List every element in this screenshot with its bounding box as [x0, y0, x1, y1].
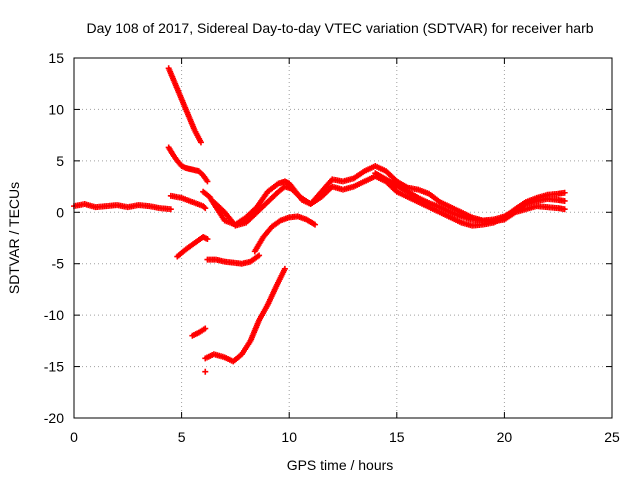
series-track-7 [372, 170, 568, 224]
series-outlier [202, 368, 209, 375]
data-point [202, 325, 209, 332]
y-tick-label: -5 [52, 256, 65, 272]
y-tick-label: -10 [44, 307, 64, 323]
series-track-2 [165, 144, 211, 185]
y-tick-label: 0 [56, 204, 64, 220]
x-tick-label: 0 [70, 429, 78, 445]
data-point [202, 205, 209, 212]
data-point [561, 197, 568, 204]
data-point [202, 368, 209, 375]
x-tick-label: 25 [604, 429, 620, 445]
x-tick-label: 5 [178, 429, 186, 445]
y-tick-label: -15 [44, 359, 64, 375]
series-track-4 [167, 192, 209, 212]
data-point [561, 206, 568, 213]
grid [74, 58, 612, 418]
series-track-8 [174, 233, 211, 260]
data-point [204, 236, 211, 243]
plot-frame [73, 57, 613, 419]
data-point [281, 265, 288, 272]
data-point [204, 178, 211, 185]
data-point [201, 204, 208, 211]
data-points [71, 65, 568, 375]
chart-title: Day 108 of 2017, Sidereal Day-to-day VTE… [86, 20, 593, 36]
data-point [312, 221, 319, 228]
data-point [197, 139, 204, 146]
y-tick-label: 5 [56, 153, 64, 169]
data-point [561, 189, 568, 196]
x-tick-label: 15 [389, 429, 405, 445]
series-track-5 [200, 163, 568, 228]
y-tick-label: 15 [48, 50, 64, 66]
ticks: 0 5 10 15 20 25 -20 -15 -10 -5 0 5 10 15 [44, 50, 620, 445]
data-point [256, 252, 263, 259]
y-tick-label: -20 [44, 410, 64, 426]
x-axis-label: GPS time / hours [287, 457, 394, 473]
y-axis-label: SDTVAR / TECUs [6, 182, 22, 294]
series-track-10 [251, 213, 319, 255]
series-track-3 [165, 65, 204, 146]
y-tick-label: 10 [48, 101, 64, 117]
data-point [167, 206, 174, 213]
series-track-1 [71, 201, 174, 213]
series-track-11 [189, 325, 209, 339]
series-track-12 [202, 265, 288, 365]
x-tick-label: 20 [497, 429, 513, 445]
x-tick-label: 10 [281, 429, 297, 445]
series-track-9 [204, 252, 263, 267]
